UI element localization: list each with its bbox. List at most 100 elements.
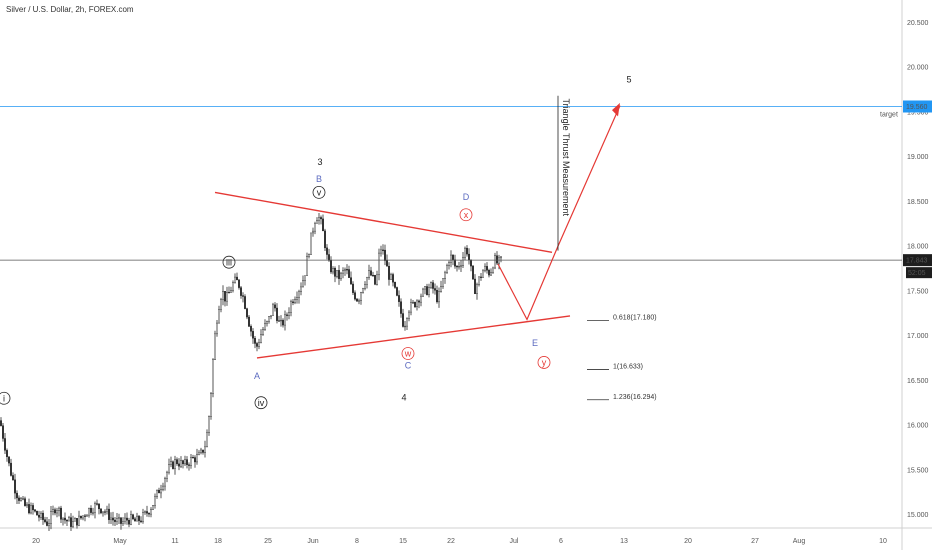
candle-body	[229, 290, 232, 293]
candle-body	[157, 489, 160, 494]
candle-body	[436, 290, 439, 303]
candle-body	[67, 517, 70, 522]
candle-body	[326, 247, 329, 255]
candle-body	[414, 301, 417, 308]
candle-body	[231, 282, 234, 291]
candle-body	[11, 475, 14, 481]
candle-body	[83, 515, 86, 517]
candle-body	[243, 296, 246, 309]
candle-body	[448, 262, 451, 266]
candle-body	[56, 510, 59, 514]
candle-body	[464, 247, 467, 258]
candle-body	[404, 325, 407, 328]
candle-body	[420, 295, 423, 303]
candle-body	[428, 287, 431, 295]
candle-body	[372, 274, 375, 277]
candle-body	[81, 515, 84, 519]
x-tick-label: 27	[751, 538, 759, 545]
candle-body	[388, 266, 391, 280]
candle-body	[438, 291, 441, 303]
candle-body	[219, 299, 222, 310]
candle-body	[16, 492, 19, 499]
candle-body	[191, 457, 194, 459]
candle-body	[145, 511, 148, 514]
candle-body	[324, 230, 327, 249]
candle-body	[458, 266, 461, 268]
wave-label: A	[254, 371, 260, 381]
candle-body	[48, 523, 51, 526]
candle-body	[266, 321, 269, 324]
wave-label: 5	[626, 75, 631, 85]
fib-level-label: 1(16.633)	[613, 363, 643, 370]
candle-body	[213, 333, 216, 360]
candle-body	[133, 518, 136, 522]
candle-body	[241, 295, 244, 297]
candle-body	[205, 432, 208, 448]
candle-body	[456, 265, 459, 268]
candle-body	[139, 520, 142, 522]
candle-body	[50, 511, 53, 524]
candle-body	[117, 517, 120, 519]
candle-body	[410, 301, 413, 313]
candle-body	[362, 288, 365, 293]
wave-label: i	[3, 393, 5, 403]
candle-body	[342, 270, 345, 274]
candle-body	[432, 282, 435, 289]
candle-body	[494, 255, 497, 269]
countdown-badge	[906, 267, 932, 279]
candle-body	[137, 515, 140, 522]
x-tick-label: May	[113, 538, 127, 545]
candle-body	[384, 249, 387, 261]
candle-body	[350, 277, 353, 285]
candle-body	[135, 515, 138, 522]
candle-body	[340, 272, 343, 279]
candle-body	[44, 519, 47, 522]
candle-body	[292, 301, 295, 303]
candle-body	[95, 503, 98, 505]
candle-body	[478, 276, 481, 285]
candle-body	[129, 514, 132, 525]
candle-body	[2, 425, 5, 439]
current-price-label: 17.843	[906, 258, 928, 265]
candle-body	[398, 295, 401, 302]
wave-label: 3	[317, 157, 322, 167]
fib-level-label: 1.236(16.294)	[613, 394, 657, 401]
candle-body	[260, 334, 263, 343]
candle-body	[476, 284, 479, 295]
candle-body	[71, 521, 74, 527]
candle-body	[500, 256, 503, 259]
candle-body	[185, 459, 188, 465]
candle-body	[258, 342, 261, 347]
thrust-label: Triangle Thrust Measurement	[561, 98, 571, 216]
y-tick-label: 20.000	[907, 65, 929, 72]
wave-label: w	[404, 349, 412, 359]
candle-body	[466, 247, 469, 255]
candle-body	[284, 314, 287, 326]
candle-body	[482, 270, 485, 278]
candle-body	[330, 260, 333, 273]
candle-body	[34, 509, 37, 512]
candle-body	[22, 498, 25, 500]
candle-body	[85, 514, 88, 517]
lower-trendline	[256, 315, 571, 359]
candle-body	[111, 517, 114, 521]
candle-body	[36, 510, 39, 516]
candle-body	[54, 509, 57, 514]
candle-body	[165, 471, 168, 479]
candle-body	[488, 270, 491, 276]
wave-label: E	[532, 338, 538, 348]
candle-body	[73, 518, 76, 522]
candle-body	[472, 265, 475, 280]
fib-level-label: 0.618(17.180)	[613, 314, 657, 321]
candle-body	[227, 292, 230, 294]
candle-body	[203, 446, 206, 453]
candle-body	[368, 270, 371, 278]
candle-body	[197, 452, 200, 455]
candle-body	[396, 287, 399, 296]
y-tick-label: 17.000	[907, 333, 929, 340]
candle-body	[346, 269, 349, 271]
candle-body	[113, 519, 116, 522]
candle-body	[316, 220, 319, 224]
candle-body	[253, 338, 256, 344]
